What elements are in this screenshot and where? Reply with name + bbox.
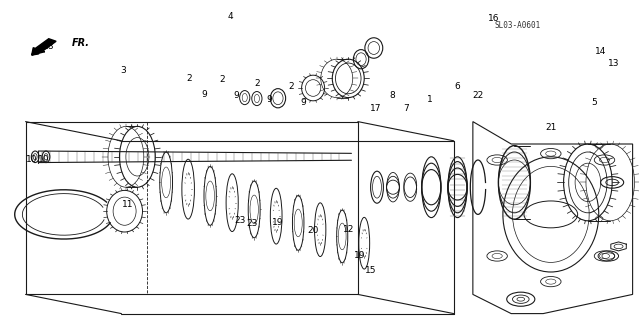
FancyArrow shape bbox=[32, 39, 56, 55]
Text: 7: 7 bbox=[404, 104, 409, 113]
Text: 9: 9 bbox=[234, 92, 239, 100]
Text: 17: 17 bbox=[370, 104, 381, 113]
Text: 19: 19 bbox=[354, 252, 366, 260]
Text: 15: 15 bbox=[365, 266, 376, 275]
Text: 2: 2 bbox=[187, 74, 192, 83]
Text: 23: 23 bbox=[234, 216, 245, 225]
Text: 6: 6 bbox=[454, 82, 459, 91]
Text: 13: 13 bbox=[608, 60, 619, 68]
Text: 12: 12 bbox=[343, 225, 354, 234]
Text: 18: 18 bbox=[43, 42, 54, 51]
Text: 3: 3 bbox=[121, 66, 126, 75]
Text: FR.: FR. bbox=[72, 37, 89, 48]
Text: 8: 8 bbox=[390, 92, 395, 100]
Text: SL03-A0601: SL03-A0601 bbox=[495, 21, 541, 30]
Text: 1: 1 bbox=[427, 95, 432, 104]
Text: 4: 4 bbox=[227, 12, 233, 21]
Text: 9: 9 bbox=[301, 98, 306, 107]
Text: 21: 21 bbox=[545, 124, 557, 132]
Text: 9: 9 bbox=[202, 90, 207, 99]
Text: 10: 10 bbox=[26, 156, 38, 164]
Text: 5: 5 bbox=[592, 98, 597, 107]
Text: 16: 16 bbox=[488, 14, 500, 23]
Text: 9: 9 bbox=[267, 95, 272, 104]
Text: 2: 2 bbox=[220, 76, 225, 84]
Text: 20: 20 bbox=[307, 226, 319, 235]
Text: 22: 22 bbox=[472, 92, 484, 100]
Text: 19: 19 bbox=[272, 218, 283, 227]
Text: 2: 2 bbox=[254, 79, 259, 88]
Text: 23: 23 bbox=[247, 220, 258, 228]
Text: 2: 2 bbox=[288, 82, 293, 91]
Text: 14: 14 bbox=[595, 47, 606, 56]
Text: 10: 10 bbox=[38, 156, 49, 164]
Text: 11: 11 bbox=[122, 200, 134, 209]
